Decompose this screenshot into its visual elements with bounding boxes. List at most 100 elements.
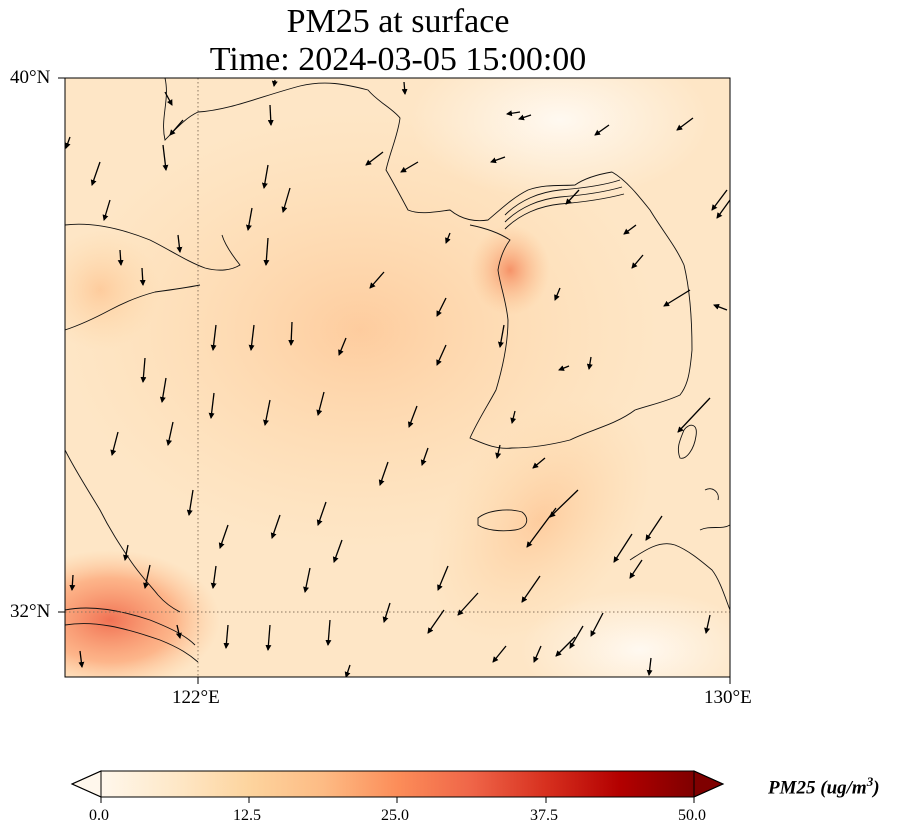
wind-arrow <box>663 289 691 307</box>
coastlines <box>65 78 730 663</box>
wind-arrow <box>218 524 229 549</box>
colorbar-title-text: PM25 (ug/m <box>768 777 867 799</box>
yangtze-estuary <box>65 607 199 663</box>
colorbar-title-sup: 3 <box>866 774 874 789</box>
wind-arrow <box>533 645 542 663</box>
wind-arrow <box>586 356 593 370</box>
wind-arrow <box>558 365 570 371</box>
lat-label-32N: 32°N <box>10 601 51 622</box>
liaodong-coast <box>163 78 613 222</box>
wind-arrow <box>594 124 610 136</box>
wind-arrow <box>175 624 182 639</box>
wind-arrow <box>316 501 327 526</box>
wind-arrow <box>400 161 419 173</box>
colorbar-tick-label-3: 37.5 <box>530 807 558 824</box>
pm25-field <box>65 78 730 677</box>
wind-arrow <box>263 237 270 266</box>
wind-arrow <box>713 303 728 311</box>
wind-arrow <box>437 565 449 591</box>
wind-arrow <box>332 539 343 563</box>
lat-label-40N: 40°N <box>10 67 51 88</box>
wind-arrow <box>629 559 643 579</box>
wind-arrow <box>365 151 384 166</box>
wind-arrow <box>645 515 663 541</box>
wind-arrow <box>378 461 389 486</box>
wind-arrow <box>510 410 517 424</box>
lon-label-122E: 122°E <box>172 687 220 708</box>
wind-arrow <box>369 271 385 289</box>
jeju-island <box>477 509 528 532</box>
colorbar-extend-high <box>693 770 725 798</box>
wind-arrow <box>555 636 576 657</box>
wind-arrow <box>78 650 85 668</box>
wind-arrow <box>457 592 479 616</box>
wind-arrow <box>117 249 124 266</box>
colorbar-tick-label-2: 25.0 <box>381 807 409 824</box>
wind-arrow <box>436 344 447 366</box>
wind-arrow <box>623 224 637 235</box>
wind-arrow <box>245 207 253 231</box>
wind-arrow <box>169 119 184 136</box>
wind-arrow <box>532 457 546 469</box>
wind-arrow <box>270 514 281 539</box>
colorbar-tick-label-0: 0.0 <box>89 807 109 824</box>
wind-arrow <box>65 136 71 149</box>
colorbar-extend-low <box>70 770 102 798</box>
wind-arrow <box>271 79 278 87</box>
wind-arrow <box>288 321 295 346</box>
wind-arrow <box>223 624 230 649</box>
wind-arrow <box>569 625 584 649</box>
wind-arrow <box>344 664 351 677</box>
wind-arrow <box>613 533 633 563</box>
lon-label-130E: 130°E <box>704 687 752 708</box>
wind-arrow <box>427 609 445 634</box>
wind-arrow <box>518 114 532 121</box>
wind-arrow <box>711 189 728 211</box>
wind-arrow <box>704 614 711 634</box>
kyushu-coast <box>629 488 730 611</box>
colorbar-ramp <box>101 771 694 797</box>
wind-arrow <box>69 574 76 591</box>
wind-arrow <box>263 399 271 426</box>
colorbar-title: PM25 (ug/m3) <box>768 774 880 799</box>
wind-arrow <box>646 657 653 676</box>
wind-arrow <box>139 267 146 286</box>
colorbar-tick-label-1: 12.5 <box>233 807 261 824</box>
wind-arrow <box>492 645 507 663</box>
wind-vectors <box>65 79 730 677</box>
wind-arrow <box>497 324 505 348</box>
wind-arrow <box>338 337 347 356</box>
wind-arrow <box>208 392 215 419</box>
wind-arrow <box>210 565 217 589</box>
wind-arrow <box>281 187 291 213</box>
wind-arrow <box>316 391 325 416</box>
wind-arrow <box>716 199 730 219</box>
wind-arrow <box>265 624 272 651</box>
wind-arrow <box>401 81 408 95</box>
wind-arrow <box>261 164 269 189</box>
wind-arrow <box>123 544 129 561</box>
wind-arrow <box>407 405 418 428</box>
wind-arrow <box>677 397 711 433</box>
wind-arrow <box>102 199 111 221</box>
gridlines <box>65 78 730 677</box>
yalu-river <box>504 179 625 230</box>
wind-arrow <box>445 232 451 244</box>
wind-arrow <box>162 144 169 171</box>
wind-arrow <box>490 156 506 164</box>
jiangsu-coast <box>65 449 181 613</box>
wind-arrow <box>303 567 311 593</box>
wind-arrow <box>186 489 194 516</box>
map-title-line1: PM25 at surface <box>286 3 510 40</box>
wind-arrow <box>140 357 147 383</box>
wind-arrow <box>549 489 579 518</box>
wind-arrow <box>436 297 447 317</box>
wind-arrow <box>565 189 580 205</box>
axis-ticks <box>58 77 731 684</box>
bohai-coast <box>65 223 241 271</box>
wind-arrow <box>590 612 604 637</box>
wind-arrow <box>248 324 255 351</box>
wind-arrow <box>676 117 694 131</box>
wind-arrow <box>420 447 429 466</box>
